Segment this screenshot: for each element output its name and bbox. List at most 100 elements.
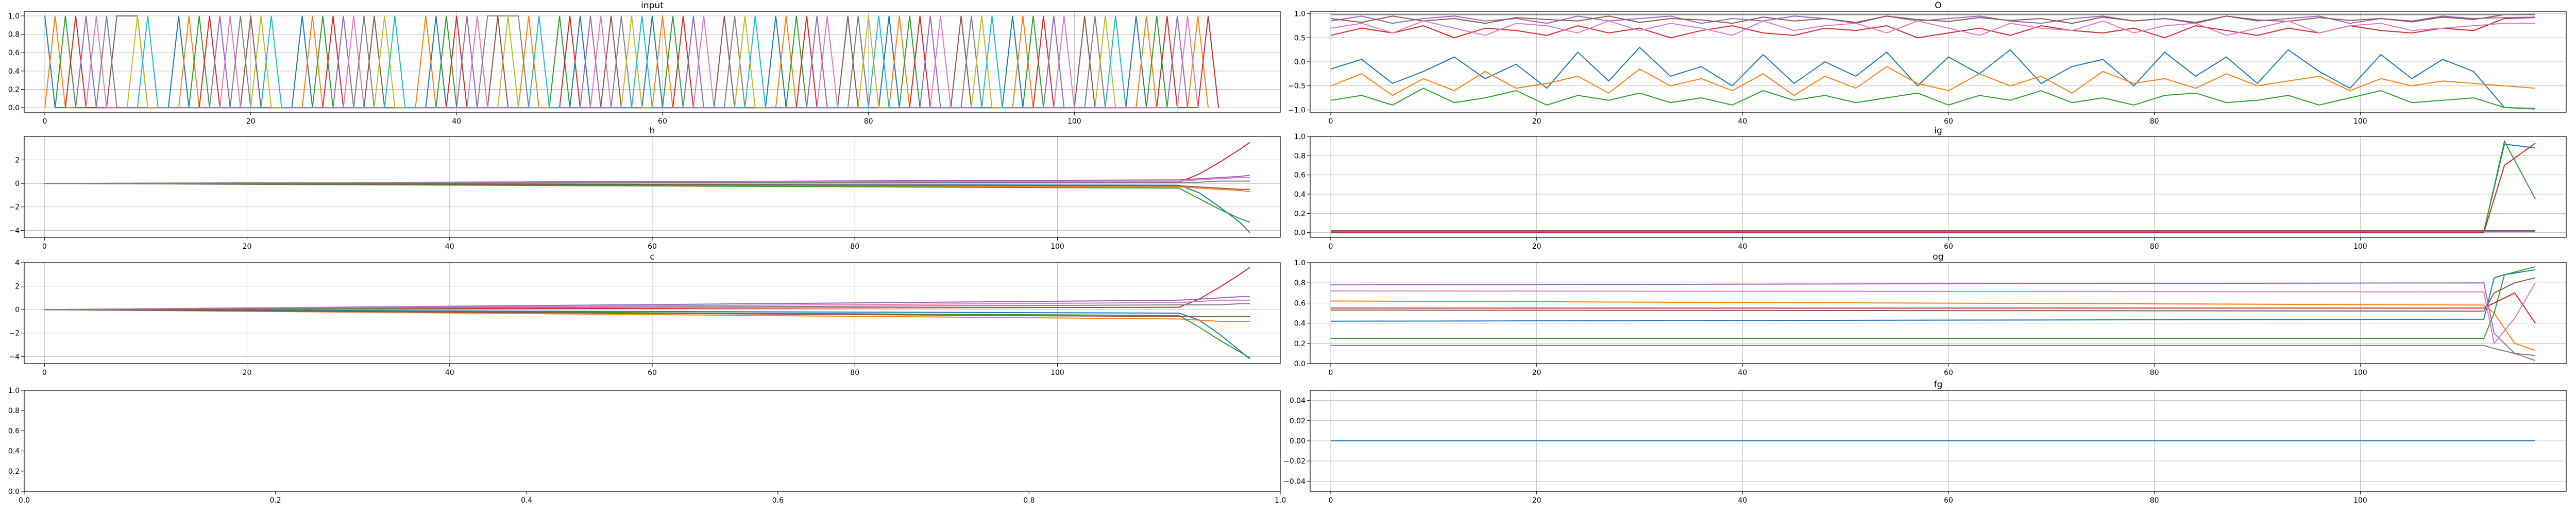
- axes-frame: [24, 390, 1281, 492]
- x-tick-label: 40: [445, 243, 454, 251]
- subplot-title: c: [650, 252, 654, 262]
- series-line-8: [44, 180, 1250, 184]
- y-tick-label: 0.4: [1294, 320, 1306, 328]
- x-tick-label: 0: [1329, 369, 1333, 377]
- x-tick-label: 40: [1738, 117, 1747, 126]
- y-tick-label: 0.8: [1294, 152, 1306, 160]
- series-line-7: [44, 299, 1250, 311]
- x-tick-label: 80: [850, 369, 859, 377]
- y-tick-label: 0.4: [8, 67, 20, 76]
- y-tick-label: 0.5: [1294, 34, 1306, 42]
- x-tick-label: 0: [1329, 496, 1333, 505]
- y-tick-label: 0.04: [1290, 397, 1306, 405]
- subplot-fg: 0 20 40 60 80 100 −0.04 −0.02 0.00 0.02 0.04 fg: [1283, 380, 2567, 505]
- y-tick-label: 0.8: [8, 31, 20, 39]
- y-tick-label: 0.6: [1294, 171, 1306, 180]
- x-tick-label: 0: [43, 117, 47, 126]
- y-tick-label: 0: [15, 180, 20, 188]
- y-tick-label: 1.0: [1294, 259, 1306, 267]
- series-line-1: [1330, 269, 2536, 322]
- series-line-10: [137, 15, 1127, 109]
- series-line-6: [44, 309, 1250, 317]
- subplot-title: og: [1933, 252, 1943, 262]
- y-tick-label: 0.6: [8, 49, 20, 57]
- y-tick-label: 0.00: [1290, 437, 1306, 445]
- x-tick-label: 60: [1944, 243, 1953, 251]
- x-tick-label: 80: [2150, 117, 2159, 126]
- x-tick-label: 20: [1532, 117, 1541, 126]
- series-line-2: [44, 183, 1250, 193]
- series-line-1: [44, 183, 1250, 233]
- series-line-6: [44, 183, 1250, 190]
- series-line-4: [1331, 292, 2536, 324]
- x-tick-label: 0.6: [772, 496, 784, 505]
- series-line-7: [1330, 20, 2535, 36]
- y-tick-label: 1.0: [1294, 133, 1306, 141]
- y-tick-label: 0.2: [1294, 340, 1306, 348]
- series-line-2: [1330, 66, 2536, 96]
- x-tick-label: 20: [1532, 496, 1541, 505]
- subplot-O: 0 20 40 60 80 100 −1.0 −0.5 0.0 0.5 1.0 O: [1288, 1, 2567, 126]
- x-tick-label: 100: [2353, 496, 2367, 505]
- x-tick-label: 0: [42, 369, 47, 377]
- x-tick-label: 40: [445, 369, 454, 377]
- x-tick-label: 40: [452, 117, 461, 126]
- subplot-input: 0 20 40 60 80 100 0.0 0.2 0.4 0.6 0.8 1.0 input: [8, 1, 1281, 126]
- axes-frame: [1310, 262, 2567, 364]
- x-tick-label: 20: [243, 243, 252, 251]
- y-tick-label: 0.02: [1290, 417, 1306, 425]
- y-tick-label: 4: [15, 259, 20, 267]
- series-line-1: [1331, 143, 2536, 232]
- series-line-3: [1331, 140, 2536, 232]
- series-line-5: [44, 175, 1250, 184]
- series-line-7: [1330, 282, 2536, 345]
- subplot-title: O: [1935, 1, 1941, 11]
- x-tick-label: 60: [658, 117, 667, 126]
- y-tick-label: 0.8: [8, 407, 20, 415]
- y-tick-label: −2: [9, 203, 20, 212]
- y-tick-label: 0.2: [8, 85, 20, 94]
- x-tick-label: 20: [1532, 369, 1541, 377]
- x-tick-label: 80: [2150, 243, 2159, 251]
- axes-frame: [24, 11, 1281, 113]
- series-line-8: [95, 15, 1106, 109]
- y-tick-label: 0.2: [1294, 210, 1306, 218]
- x-tick-label: 20: [246, 117, 256, 126]
- y-tick-label: −2: [9, 330, 20, 338]
- subplot-title: input: [641, 1, 664, 11]
- series-line-7: [85, 15, 1199, 109]
- series-line-1: [44, 309, 1250, 359]
- x-tick-label: 80: [864, 117, 873, 126]
- series-line-4: [1331, 143, 2536, 233]
- x-tick-label: 60: [1944, 496, 1953, 505]
- y-tick-label: 0.6: [1294, 299, 1306, 307]
- x-tick-label: 80: [2150, 496, 2159, 505]
- x-tick-label: 0: [42, 243, 47, 251]
- x-tick-label: 100: [1050, 369, 1064, 377]
- series-line-9: [126, 15, 1116, 109]
- y-tick-label: 0.2: [8, 468, 20, 476]
- x-tick-label: 40: [1738, 243, 1747, 251]
- series-line-3: [1331, 266, 2536, 339]
- series-line-8: [44, 303, 1250, 311]
- y-tick-label: 0.8: [1294, 279, 1306, 287]
- y-tick-label: 0.0: [1294, 229, 1306, 237]
- y-tick-label: −0.02: [1283, 457, 1306, 466]
- y-tick-label: 2: [15, 283, 20, 291]
- y-tick-label: 0.4: [1294, 191, 1306, 199]
- series-line-1: [1330, 46, 2536, 110]
- y-tick-label: 0.4: [8, 448, 20, 456]
- series-line-6: [1330, 277, 2536, 312]
- x-tick-label: 40: [1738, 496, 1747, 505]
- y-tick-label: −0.04: [1283, 477, 1306, 486]
- subplot-title: ig: [1934, 126, 1942, 136]
- subplot-title: fg: [1934, 380, 1943, 390]
- series-line-6: [106, 15, 1096, 109]
- x-tick-label: 0.4: [521, 496, 532, 505]
- x-tick-label: 60: [648, 243, 657, 251]
- y-tick-label: 1.0: [8, 387, 20, 395]
- series-line-3: [44, 183, 1250, 223]
- series-line-5: [44, 296, 1250, 311]
- series-line-3: [1330, 88, 2536, 109]
